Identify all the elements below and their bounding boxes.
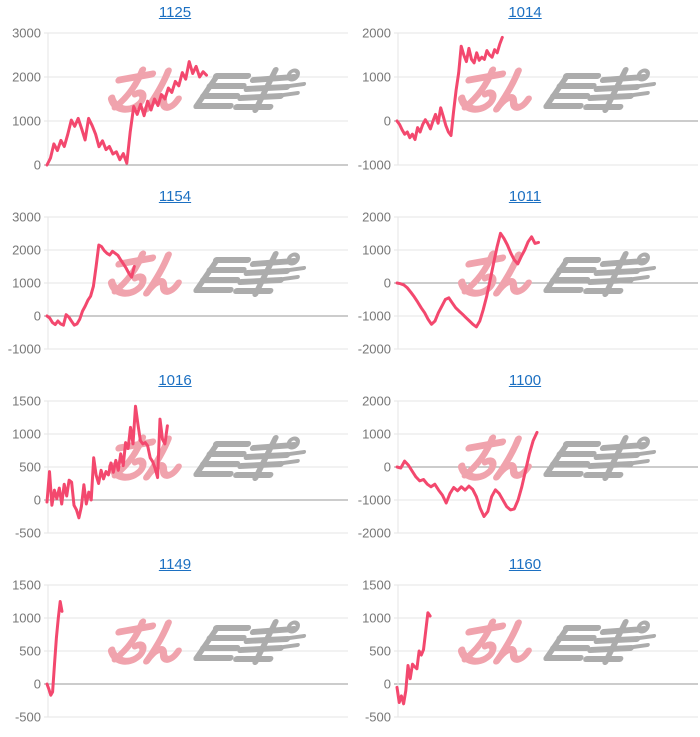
data-line: [45, 243, 136, 327]
y-axis-tick-label: 1000: [12, 276, 41, 291]
y-axis-tick-label: 3000: [12, 26, 41, 41]
chart-cell: 1016 1500 1000 500 0 -500: [0, 368, 350, 552]
line-chart: 2000 1000 0 -1000: [358, 26, 698, 173]
chart-title-row: 1154: [0, 184, 350, 210]
chart-title-row: 1100: [350, 368, 700, 394]
y-axis-tick-label: 1000: [362, 611, 391, 626]
y-axis-tick-label: 500: [369, 644, 391, 659]
minrepo-watermark: [109, 70, 308, 110]
minrepo-watermark: [459, 622, 658, 662]
y-axis-tick-label: 2000: [362, 26, 391, 41]
y-axis-tick-label: 500: [19, 644, 41, 659]
line-chart: 1500 1000 500 0 -500: [12, 394, 348, 541]
y-axis-tick-label: 0: [34, 493, 41, 508]
y-axis-tick-label: -1000: [358, 493, 391, 508]
y-axis-tick-label: 2000: [362, 394, 391, 409]
chart-title-link[interactable]: 1160: [508, 556, 542, 573]
data-line: [395, 231, 540, 329]
y-axis-tick-label: 1500: [12, 394, 41, 409]
line-chart: 3000 2000 1000 0: [12, 26, 348, 173]
y-axis-tick-label: -500: [15, 710, 41, 725]
y-axis-tick-label: 2000: [12, 243, 41, 258]
y-axis-tick-label: 1000: [362, 427, 391, 442]
y-axis-tick-label: 1000: [362, 70, 391, 85]
line-chart: 2000 1000 0 -1000 -2000: [358, 210, 698, 357]
chart-cell: 1160 1500 1000 500 0 -500: [350, 552, 700, 736]
y-axis-tick-label: 0: [34, 158, 41, 173]
data-line: [395, 611, 432, 706]
line-chart: 1500 1000 500 0 -500: [362, 578, 698, 725]
y-axis-tick-label: 0: [384, 460, 391, 475]
data-line: [395, 35, 504, 141]
data-line: [45, 600, 64, 697]
chart-title-link[interactable]: 1016: [158, 372, 192, 389]
line-chart: 1500 1000 500 0 -500: [12, 578, 348, 725]
y-axis-tick-label: 2000: [362, 210, 391, 225]
y-axis-tick-label: -1000: [8, 342, 41, 357]
y-axis-tick-label: -1000: [358, 158, 391, 173]
y-axis-tick-label: 1500: [12, 578, 41, 593]
chart-title-link[interactable]: 1149: [158, 556, 192, 573]
chart-title-row: 1160: [350, 552, 700, 578]
chart-title-row: 1149: [0, 552, 350, 578]
chart-cell: 1149 1500 1000 500 0 -500: [0, 552, 350, 736]
y-axis-tick-label: 2000: [12, 70, 41, 85]
line-chart: 2000 1000 0 -1000 -2000: [358, 394, 698, 541]
y-axis-tick-label: 500: [19, 460, 41, 475]
minrepo-watermark: [459, 438, 658, 478]
minrepo-watermark: [109, 622, 308, 662]
chart-cell: 1014 2000 1000 0 -1000: [350, 0, 700, 184]
chart-cell: 1100 2000 1000 0 -1000 -2000: [350, 368, 700, 552]
y-axis-tick-label: 1000: [12, 114, 41, 129]
y-axis-tick-label: -500: [365, 710, 391, 725]
data-line: [395, 430, 539, 518]
minrepo-watermark: [109, 438, 308, 478]
y-axis-tick-label: 0: [384, 677, 391, 692]
chart-cell: 1011 2000 1000 0 -1000 -2000: [350, 184, 700, 368]
y-axis-tick-label: -500: [15, 526, 41, 541]
data-line: [45, 60, 208, 167]
chart-title-link[interactable]: 1100: [508, 372, 542, 389]
chart-title-link[interactable]: 1014: [508, 4, 542, 21]
y-axis-tick-label: 1000: [362, 243, 391, 258]
line-chart: 3000 2000 1000 0 -1000: [8, 210, 348, 357]
chart-title-link[interactable]: 1011: [508, 188, 542, 205]
y-axis-tick-label: 1500: [362, 578, 391, 593]
chart-title-row: 1125: [0, 0, 350, 26]
y-axis-tick-label: 0: [34, 309, 41, 324]
y-axis-tick-label: -1000: [358, 309, 391, 324]
chart-title-link[interactable]: 1125: [158, 4, 192, 21]
chart-title-link[interactable]: 1154: [158, 188, 192, 205]
y-axis-tick-label: -2000: [358, 526, 391, 541]
chart-title-row: 1014: [350, 0, 700, 26]
minrepo-watermark: [109, 254, 308, 294]
chart-cell: 1125 3000 2000 1000 0: [0, 0, 350, 184]
y-axis-tick-label: -2000: [358, 342, 391, 357]
chart-title-row: 1011: [350, 184, 700, 210]
y-axis-tick-label: 1000: [12, 611, 41, 626]
y-axis-tick-label: 0: [384, 114, 391, 129]
y-axis-tick-label: 3000: [12, 210, 41, 225]
chart-cell: 1154 3000 2000 1000 0 -1000: [0, 184, 350, 368]
y-axis-tick-label: 1000: [12, 427, 41, 442]
minrepo-watermark: [459, 70, 658, 110]
chart-title-row: 1016: [0, 368, 350, 394]
data-line: [45, 404, 169, 520]
y-axis-tick-label: 0: [34, 677, 41, 692]
y-axis-tick-label: 0: [384, 276, 391, 291]
